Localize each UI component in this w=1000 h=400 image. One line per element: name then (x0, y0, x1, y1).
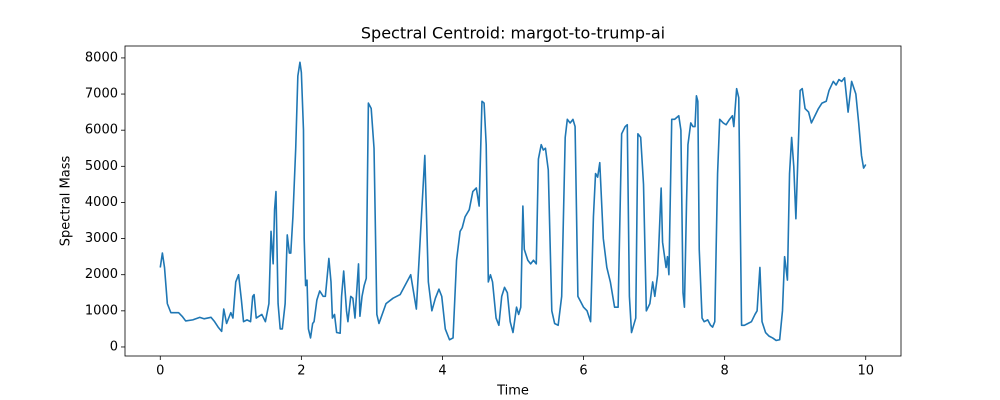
x-tick-label: 2 (297, 364, 305, 379)
chart-title: Spectral Centroid: margot-to-trump-ai (361, 24, 665, 43)
x-tick-label: 0 (156, 364, 164, 379)
y-tick-label: 1000 (85, 303, 118, 318)
data-line (159, 61, 867, 342)
y-tick-label: 7000 (85, 87, 118, 102)
y-tick-label: 3000 (85, 231, 118, 246)
x-tick-label: 8 (720, 364, 728, 379)
x-tick-label: 4 (438, 364, 446, 379)
y-tick-label: 0 (110, 339, 118, 354)
y-tick-label: 2000 (85, 267, 118, 282)
y-tick-label: 4000 (85, 195, 118, 210)
x-axis-label: Time (496, 384, 529, 399)
y-axis-label: Spectral Mass (59, 156, 74, 247)
y-tick-label: 6000 (85, 123, 118, 138)
x-tick-label: 10 (857, 364, 874, 379)
y-tick-label: 8000 (85, 50, 118, 65)
plot-frame (124, 45, 902, 357)
y-tick-label: 5000 (85, 159, 118, 174)
x-tick-label: 6 (579, 364, 587, 379)
